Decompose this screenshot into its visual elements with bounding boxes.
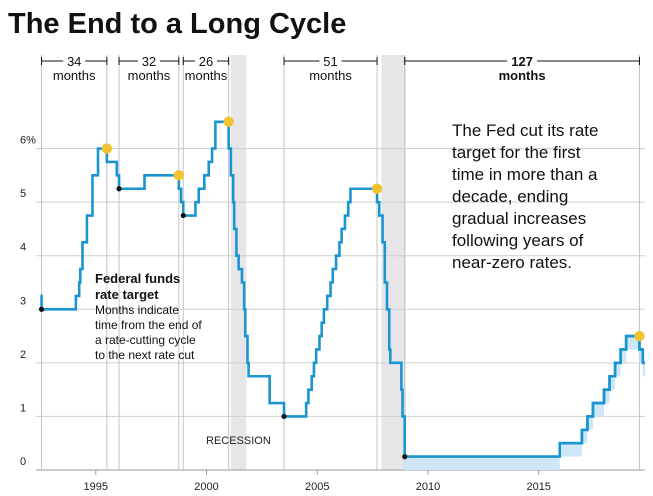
range-upper-line	[559, 334, 645, 445]
legend-note-line: to the next rate cut	[95, 348, 195, 362]
range-band-segment	[581, 429, 588, 444]
cycle-markers: 34months32months26months51months127month…	[41, 54, 640, 470]
annotation-line: gradual increases	[452, 209, 586, 228]
chart-title: The End to a Long Cycle	[8, 8, 346, 40]
peak-dot	[101, 143, 113, 154]
range-band-segment	[639, 349, 643, 363]
y-tick-label: 2	[20, 349, 26, 361]
range-band-segment	[642, 362, 645, 377]
near-zero-band	[404, 456, 560, 470]
range-band-segment	[592, 403, 605, 417]
cycle-months-number: 32	[142, 54, 156, 69]
y-axis: 0 1 2 3 4 5 6%	[20, 135, 36, 468]
recession-label: RECESSION	[206, 435, 271, 447]
annotation-line: time in more than a	[452, 165, 598, 184]
cycle-months-number: 127	[511, 54, 533, 69]
trough-dot	[38, 306, 45, 312]
y-tick-label: 4	[20, 242, 26, 254]
cycle-months-unit: months	[499, 68, 546, 83]
range-band-segment	[604, 389, 610, 404]
cycle-months-number: 51	[323, 54, 337, 69]
cycle-dots	[38, 116, 645, 460]
y-tick-label: 1	[20, 402, 26, 414]
legend: Federal funds rate target Months indicat…	[95, 271, 202, 362]
x-axis: 1995 2000 2005 2010 2015	[84, 470, 551, 493]
annotation: The Fed cut its rate target for the firs…	[452, 121, 598, 272]
legend-title-line: Federal funds	[95, 271, 180, 286]
x-tick-label: 1995	[84, 481, 108, 493]
trough-dot	[281, 413, 287, 420]
range-band-segment	[587, 416, 593, 430]
range-band-segment	[615, 362, 621, 377]
legend-note-line: time from the end of	[95, 318, 202, 332]
range-band-segment	[620, 349, 627, 363]
y-tick-label: 6%	[20, 135, 36, 147]
cycle-months-unit: months	[128, 68, 171, 83]
trough-dot	[402, 454, 408, 460]
trough-dot	[116, 186, 122, 192]
recession-bands	[230, 55, 406, 470]
peak-dot	[223, 116, 234, 127]
x-tick-label: 2015	[526, 481, 550, 493]
rate-range-band	[404, 336, 645, 470]
x-tick-label: 2010	[416, 481, 440, 493]
peak-dot	[634, 330, 645, 342]
peak-dot	[371, 183, 383, 194]
series-line	[40, 120, 645, 458]
annotation-line: following years of	[452, 231, 584, 250]
legend-note-line: a rate-cutting cycle	[95, 333, 196, 347]
cycle-months-unit: months	[309, 68, 352, 83]
y-tick-label: 5	[20, 188, 26, 200]
y-tick-label: 3	[20, 295, 26, 307]
annotation-line: near-zero rates.	[452, 253, 572, 272]
x-tick-label: 2000	[194, 481, 218, 493]
cycle-months-unit: months	[185, 68, 228, 83]
annotation-line: decade, ending	[452, 187, 568, 206]
x-tick-label: 2005	[305, 481, 329, 493]
peak-dot	[173, 170, 185, 181]
cycle-months-number: 26	[199, 54, 213, 69]
cycle-months-unit: months	[53, 68, 96, 83]
range-band-segment	[559, 443, 582, 457]
cycle-months-number: 34	[67, 54, 81, 69]
legend-title-line: rate target	[95, 287, 159, 302]
trough-dot	[180, 212, 186, 219]
annotation-line: The Fed cut its rate	[452, 121, 598, 140]
legend-note-line: Months indicate	[95, 303, 179, 317]
y-tick-label: 0	[20, 456, 26, 468]
annotation-line: target for the first	[452, 143, 581, 162]
range-band-segment	[609, 376, 616, 390]
